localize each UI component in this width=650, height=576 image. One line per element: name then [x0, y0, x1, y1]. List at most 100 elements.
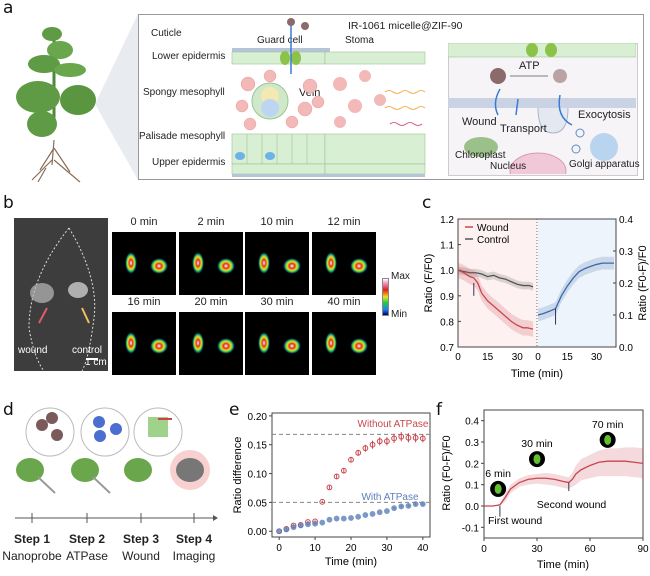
step-label: Imaging — [172, 549, 216, 563]
data-point — [362, 445, 369, 452]
x-tick-label: 10 — [310, 543, 322, 554]
data-point — [384, 508, 390, 514]
difference-line — [537, 262, 615, 316]
chart-c: 0.7 0.8 0.9 1.0 1.1 1.2 0.0 0.1 0.2 0.3 0.4 0 15 30 0 1… — [423, 215, 649, 380]
time-label: 0 min — [130, 216, 158, 228]
data-point — [419, 435, 426, 442]
panel-label-a: a — [3, 0, 14, 18]
data-point — [412, 501, 419, 508]
y2-tick-label: 0.3 — [619, 247, 633, 258]
syringe-1 — [37, 476, 56, 494]
cross-section-diagram — [231, 18, 426, 177]
data-point — [398, 503, 405, 510]
leaf — [16, 81, 60, 113]
step-title: Step 4 — [175, 532, 212, 546]
x-tick-label: 30 — [381, 543, 393, 554]
y-tick-label: 0.0 — [465, 502, 479, 513]
step-1-inset — [25, 407, 75, 457]
time-label: 30 min — [260, 296, 294, 308]
series-label-without-atpase: Without ATPase — [358, 419, 429, 430]
layer-label-lower-epidermis: Lower epidermis — [152, 51, 226, 62]
data-point — [412, 434, 419, 441]
stoma-label: Stoma — [345, 35, 374, 46]
data-point — [376, 438, 383, 445]
data-point — [319, 498, 326, 505]
plant-illustration — [16, 27, 96, 183]
nucleus-label: Nucleus — [490, 161, 527, 172]
fluorescence-image — [245, 232, 309, 295]
y-tick-label: 0.2 — [465, 459, 479, 470]
leaf — [47, 41, 73, 59]
data-point — [384, 438, 390, 445]
fluorescence-spot — [533, 454, 541, 465]
chart-e: 0.00 0.05 0.10 0.15 0.20 0 10 20 30 40 Without ATP… — [232, 412, 431, 568]
y-tick-label: 0.8 — [440, 317, 454, 328]
y-axis-label: Ratio (F0-F)/F0 — [441, 435, 453, 510]
step-3-inset — [133, 407, 183, 457]
data-point — [398, 433, 405, 440]
second-wound-label: Second wound — [537, 499, 607, 511]
atp-label: ATP — [519, 60, 540, 72]
cell-detail-diagram — [448, 43, 636, 174]
data-point — [355, 449, 362, 456]
scale-bar — [86, 358, 98, 360]
data-point — [326, 484, 333, 491]
data-point — [290, 524, 297, 531]
panel-label-e: e — [229, 400, 240, 420]
y-tick-label: 0.05 — [248, 498, 268, 509]
ratio-line — [484, 460, 644, 507]
step-label: Wound — [122, 549, 160, 563]
fluorescence-image — [245, 312, 309, 375]
x-tick-label: 30 — [531, 544, 543, 555]
data-point — [376, 509, 383, 516]
y-tick-label: 0.10 — [248, 470, 268, 481]
data-point — [369, 511, 376, 517]
x-tick-label: 60 — [584, 544, 596, 555]
fluorescence-image — [112, 312, 176, 375]
colorbar-min-label: Min — [391, 309, 408, 320]
data-point — [355, 513, 362, 520]
layer-label-upper-epidermis: Upper epidermis — [152, 157, 226, 168]
y-tick-label: -0.1 — [462, 523, 480, 534]
time-label: 12 min — [327, 216, 361, 228]
data-point — [283, 526, 290, 533]
step-title: Step 2 — [68, 532, 105, 546]
x-tick-label: 30 — [591, 352, 603, 363]
y-tick-label: 0.9 — [440, 292, 454, 303]
data-point — [362, 512, 369, 518]
x-tick-label: 90 — [637, 544, 649, 555]
x-tick-label: 0 — [481, 544, 487, 555]
y-tick-label: 1.2 — [440, 215, 454, 226]
data-point — [340, 515, 347, 522]
x-axis-label: Time (min) — [537, 559, 589, 571]
step-2-inset — [80, 407, 130, 457]
scale-label: 1 cm — [85, 357, 107, 368]
plant-step-2 — [71, 458, 99, 482]
time-annotation: 6 min — [485, 468, 511, 480]
data-point — [405, 502, 412, 509]
panel-label-c: c — [422, 193, 432, 213]
plant-step-4 — [176, 458, 204, 482]
x-tick-label: 15 — [562, 352, 574, 363]
data-point — [348, 515, 354, 521]
fluorescence-image — [112, 232, 176, 295]
time-label: 10 min — [260, 216, 294, 228]
data-point — [405, 434, 412, 441]
wound-arrow — [38, 307, 48, 324]
control-photo-label: control — [72, 345, 103, 356]
x-tick-label: 0 — [276, 543, 282, 554]
transport-label: Transport — [500, 123, 547, 135]
panel-label-b: b — [3, 193, 14, 213]
leaf — [42, 27, 62, 41]
y2-axis-label: Ratio (F0-F)/F0 — [637, 245, 649, 320]
y-axis-label: Ratio (F/F0) — [423, 254, 435, 313]
leaf — [27, 111, 57, 137]
left-background — [458, 219, 537, 347]
plot-frame — [483, 409, 644, 539]
y-tick-label: 1.1 — [440, 241, 454, 252]
x-axis-label: Time (min) — [511, 368, 563, 380]
x-tick-label: 30 — [512, 352, 524, 363]
step-label: Nanoprobe — [2, 549, 62, 563]
step-title: Step 3 — [122, 532, 159, 546]
guard-cell-label: Guard cell — [257, 35, 303, 46]
